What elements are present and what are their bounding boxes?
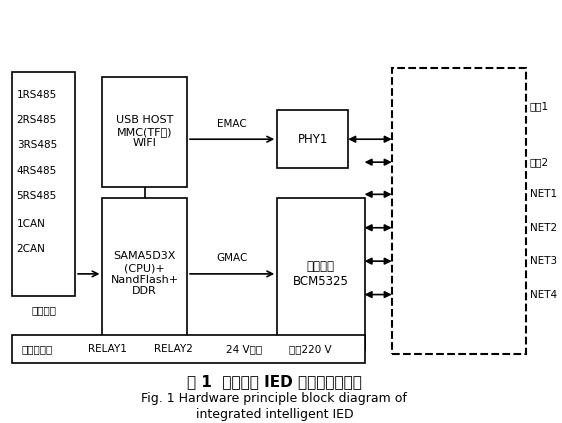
Bar <box>277 198 365 350</box>
Text: NET3: NET3 <box>530 256 557 266</box>
Bar <box>12 335 365 363</box>
Bar <box>277 110 348 168</box>
Text: USB HOST
MMC(TF卡)
WIFI: USB HOST MMC(TF卡) WIFI <box>116 115 174 148</box>
Text: 图 1  整合型主 IED 的硬件原理框图: 图 1 整合型主 IED 的硬件原理框图 <box>187 374 362 389</box>
Bar <box>102 77 187 187</box>
Text: 1RS485: 1RS485 <box>17 91 57 100</box>
Bar <box>12 72 75 296</box>
Text: 交换芯片
BCM5325: 交换芯片 BCM5325 <box>293 260 349 288</box>
Text: 24 V输出: 24 V输出 <box>226 344 262 354</box>
Text: 4RS485: 4RS485 <box>17 165 57 176</box>
Text: NET4: NET4 <box>530 290 557 299</box>
Text: integrated intelligent IED: integrated intelligent IED <box>196 407 353 420</box>
Text: 通信接口: 通信接口 <box>31 305 56 315</box>
Text: 3RS485: 3RS485 <box>17 140 57 151</box>
Text: RELAY2: RELAY2 <box>154 344 193 354</box>
Text: RELAY1: RELAY1 <box>88 344 128 354</box>
Text: 光口1: 光口1 <box>530 102 549 112</box>
Text: 电源220 V: 电源220 V <box>288 344 331 354</box>
Text: 1CAN: 1CAN <box>17 219 46 228</box>
Text: PHY1: PHY1 <box>297 133 328 146</box>
Text: SAMA5D3X
(CPU)+
NandFlash+
DDR: SAMA5D3X (CPU)+ NandFlash+ DDR <box>111 252 179 296</box>
Text: NET1: NET1 <box>530 190 557 199</box>
Bar <box>102 198 187 350</box>
Text: 5RS485: 5RS485 <box>17 191 57 201</box>
Text: 信号及电源: 信号及电源 <box>21 344 52 354</box>
Text: Fig. 1 Hardware principle block diagram of: Fig. 1 Hardware principle block diagram … <box>142 393 407 406</box>
Text: NET2: NET2 <box>530 223 557 233</box>
Text: 2CAN: 2CAN <box>17 244 46 254</box>
Bar <box>392 68 525 354</box>
Text: 光口2: 光口2 <box>530 157 549 167</box>
Text: GMAC: GMAC <box>216 253 248 264</box>
Text: EMAC: EMAC <box>217 119 247 129</box>
Text: 2RS485: 2RS485 <box>17 115 57 125</box>
